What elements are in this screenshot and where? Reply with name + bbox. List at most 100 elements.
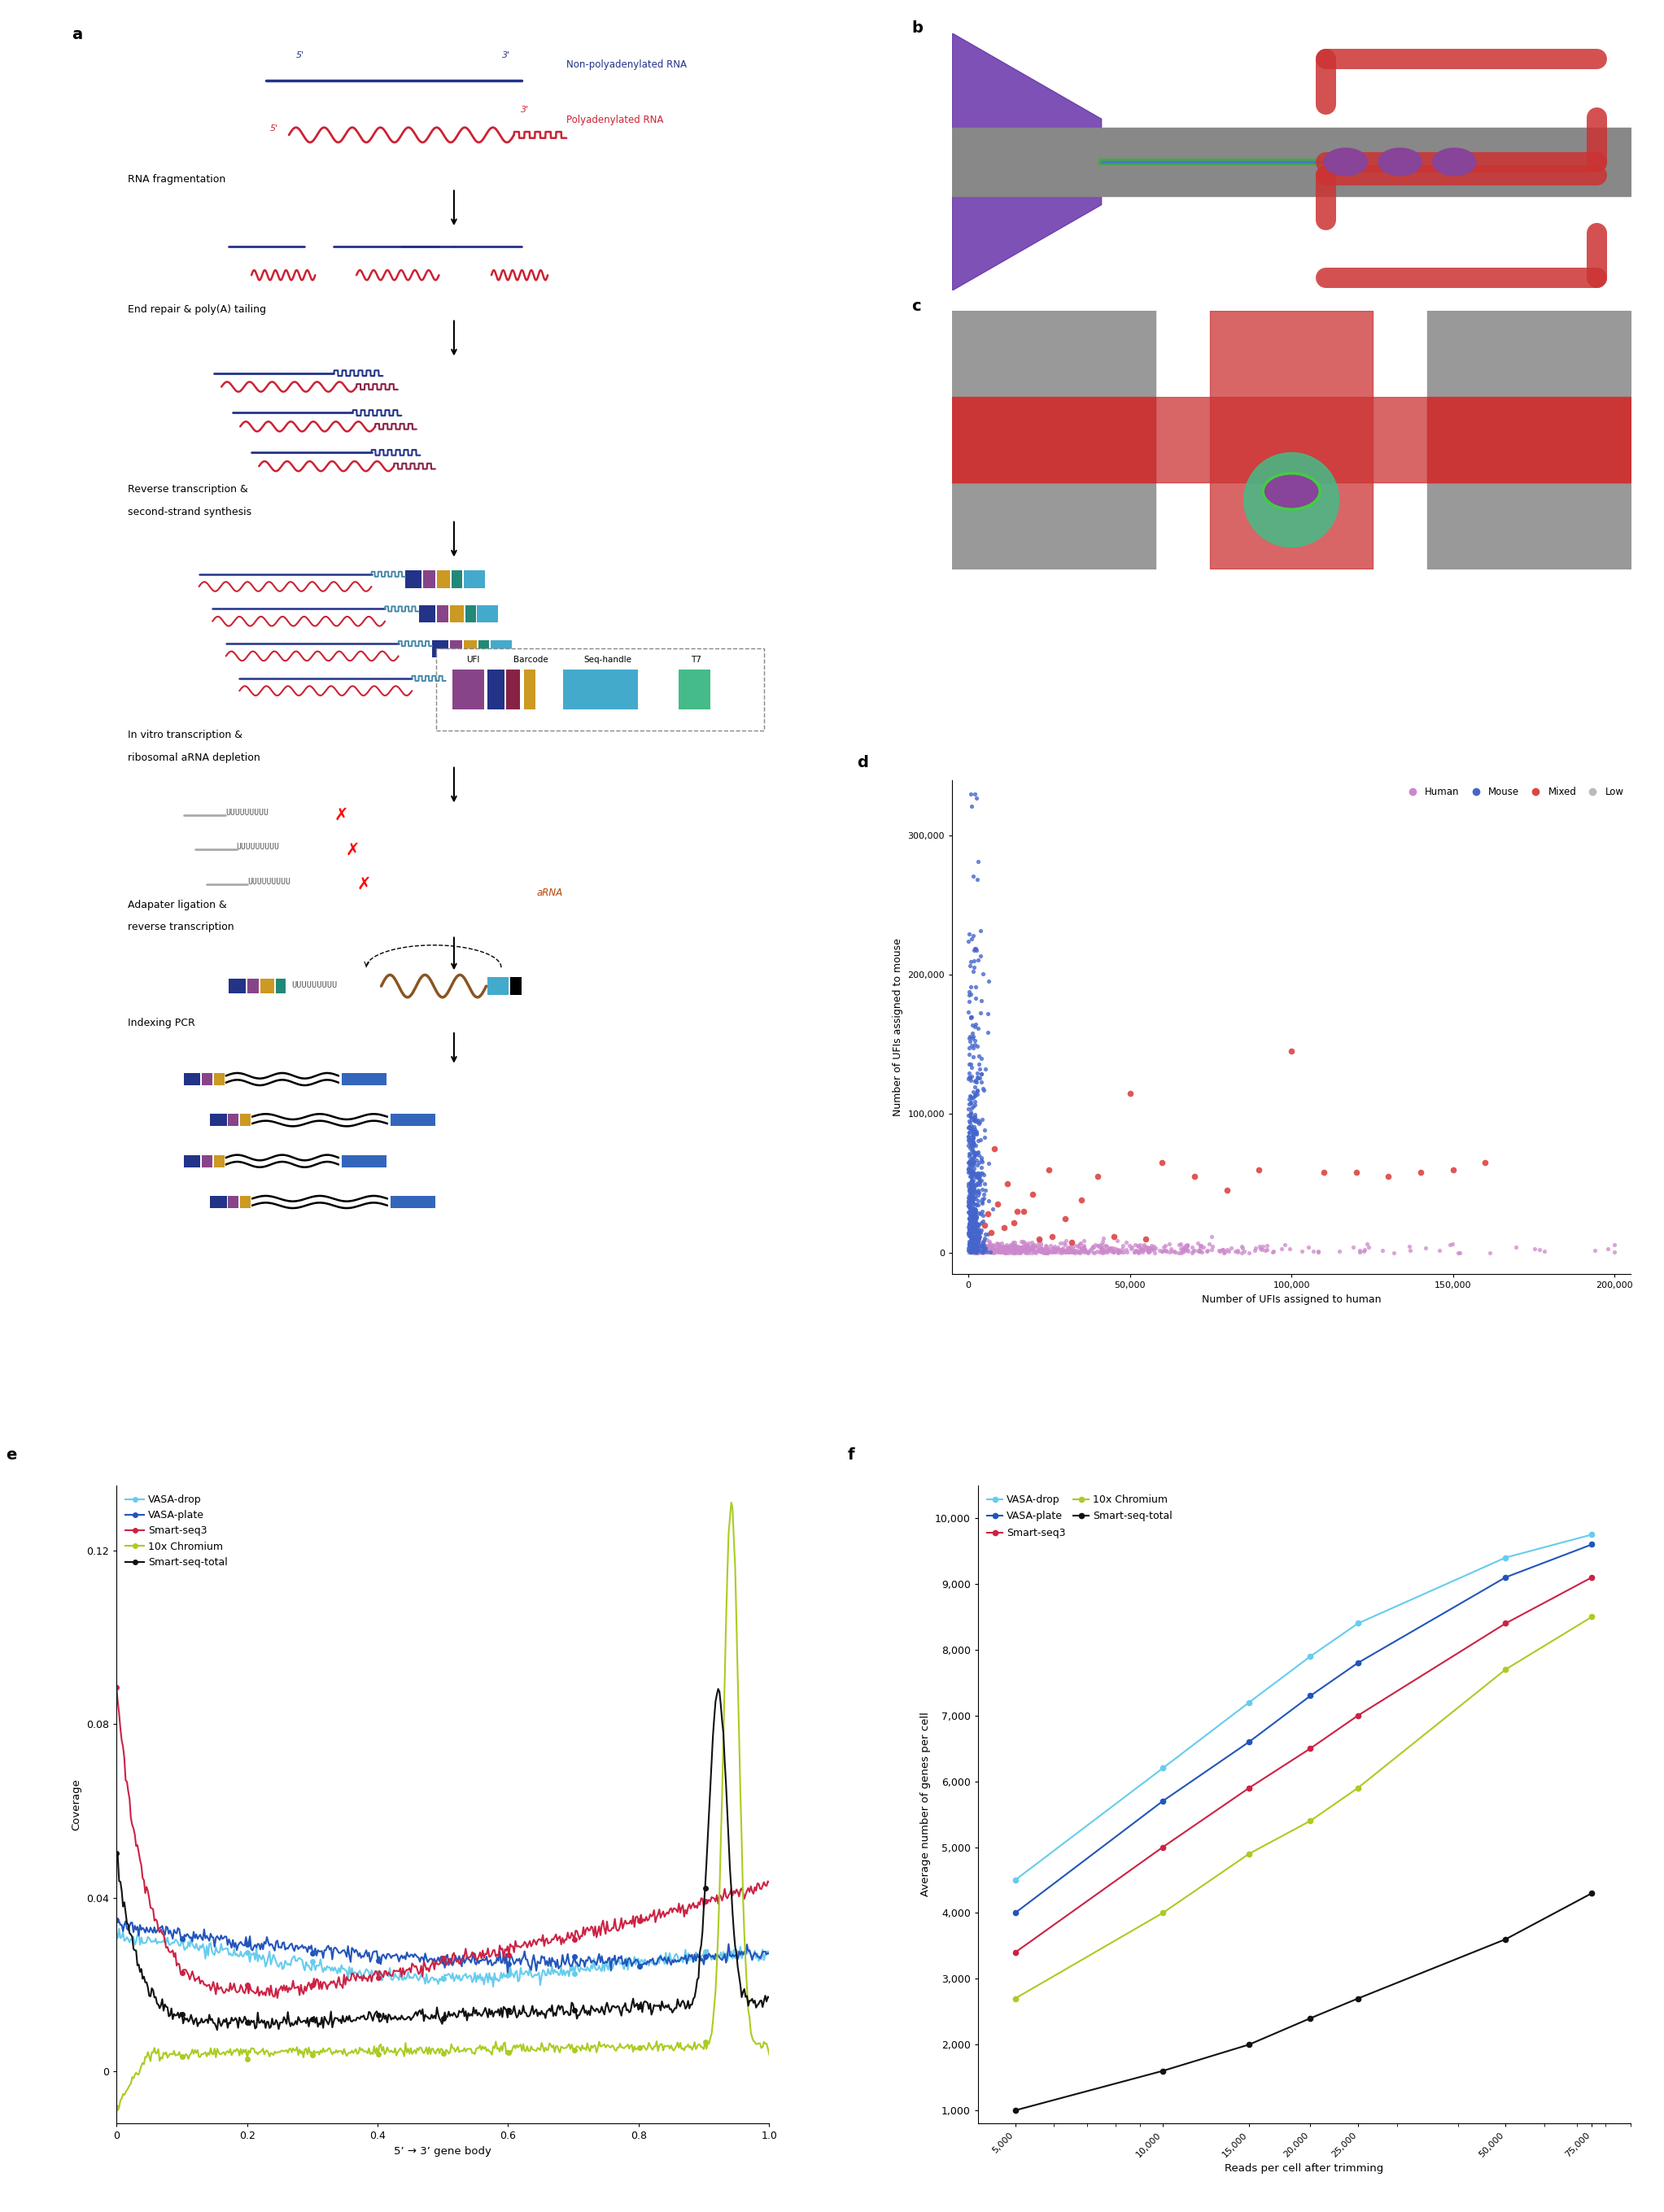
Point: [972, 1217, 998, 1252]
Point: [1122, 1234, 1148, 1270]
Point: [1278, 1033, 1305, 1068]
Smart-seq3: [642, 1902, 662, 1929]
Point: [963, 1206, 990, 1241]
Point: [983, 1234, 1010, 1270]
Point: [1170, 1232, 1196, 1267]
Point: [958, 1159, 985, 1194]
Point: [957, 1234, 983, 1270]
Point: [958, 1006, 985, 1042]
Point: [1098, 1230, 1125, 1265]
Point: [1007, 1232, 1033, 1267]
Point: [960, 1234, 987, 1270]
Point: [963, 1234, 990, 1270]
Point: [972, 1232, 998, 1267]
Point: [1243, 1230, 1270, 1265]
Point: [1013, 1232, 1040, 1267]
Point: [958, 1183, 985, 1219]
Point: [1168, 1234, 1195, 1270]
Point: [965, 1223, 992, 1259]
Line: Smart-seq3: Smart-seq3: [1013, 1575, 1594, 1955]
Point: [965, 1106, 992, 1141]
Point: [1171, 1232, 1198, 1267]
Point: [960, 1115, 987, 1150]
Point: [1170, 1230, 1196, 1265]
Point: [963, 1232, 990, 1267]
Point: [967, 1104, 993, 1139]
Point: [958, 1230, 985, 1265]
Point: [1581, 1232, 1607, 1267]
Point: [1151, 1228, 1178, 1263]
Point: [955, 1234, 982, 1270]
Point: [968, 1042, 995, 1077]
Point: [957, 1230, 983, 1265]
Point: [1117, 1075, 1143, 1110]
Point: [998, 1230, 1025, 1265]
Point: [965, 1225, 992, 1261]
Point: [1128, 1232, 1155, 1267]
Point: [1015, 1225, 1042, 1261]
Point: [1040, 1234, 1067, 1270]
Point: [1311, 1155, 1338, 1190]
Point: [955, 1190, 982, 1225]
Point: [980, 1234, 1007, 1270]
10x Chromium: [1300, 1807, 1320, 1834]
Point: [968, 1234, 995, 1270]
VASA-drop: [498, 1964, 518, 1991]
Point: [970, 956, 997, 991]
Point: [965, 1230, 992, 1265]
Point: [958, 1177, 985, 1212]
Point: [1048, 1232, 1075, 1267]
Point: [957, 1170, 983, 1206]
Point: [975, 1146, 1002, 1181]
Point: [965, 1135, 992, 1170]
Point: [1166, 1225, 1193, 1261]
Bar: [453, 670, 484, 710]
Point: [967, 1214, 993, 1250]
Point: [1601, 1228, 1627, 1263]
Point: [960, 1234, 987, 1270]
Point: [955, 1214, 982, 1250]
Point: [965, 1137, 992, 1172]
Point: [1055, 1234, 1082, 1270]
Point: [1018, 1230, 1045, 1265]
Point: [1022, 1234, 1048, 1270]
Point: [958, 1026, 985, 1062]
Point: [1103, 1232, 1130, 1267]
Point: [962, 1175, 988, 1210]
Point: [962, 1159, 988, 1194]
Point: [985, 1230, 1012, 1265]
Point: [958, 1168, 985, 1203]
Point: [1175, 1234, 1201, 1270]
Point: [1005, 1232, 1032, 1267]
Point: [1142, 1230, 1168, 1265]
Point: [965, 1234, 992, 1270]
Point: [1047, 1225, 1073, 1261]
Bar: [491, 639, 513, 657]
Point: [1070, 1228, 1097, 1263]
Point: [1208, 1232, 1235, 1267]
Point: [962, 1230, 988, 1265]
Point: [1132, 1230, 1158, 1265]
Point: [957, 1181, 983, 1217]
Text: Polyadenylated RNA: Polyadenylated RNA: [566, 115, 664, 124]
Point: [1526, 1232, 1553, 1267]
Point: [958, 1181, 985, 1217]
Point: [1396, 1228, 1423, 1263]
Point: [1033, 1228, 1060, 1263]
VASA-plate: [494, 1951, 514, 1978]
Point: [1300, 1234, 1326, 1270]
Point: [965, 1011, 992, 1046]
Point: [958, 1194, 985, 1230]
Point: [958, 1172, 985, 1208]
Point: [995, 1230, 1022, 1265]
Line: 10x Chromium: 10x Chromium: [115, 1500, 772, 2110]
Point: [957, 1175, 983, 1210]
Point: [965, 1228, 992, 1263]
Point: [1158, 1234, 1185, 1270]
Point: [958, 1230, 985, 1265]
Text: T7: T7: [691, 655, 702, 664]
Point: [960, 858, 987, 894]
Point: [992, 1232, 1018, 1267]
Point: [958, 1020, 985, 1055]
Point: [1122, 1228, 1148, 1263]
